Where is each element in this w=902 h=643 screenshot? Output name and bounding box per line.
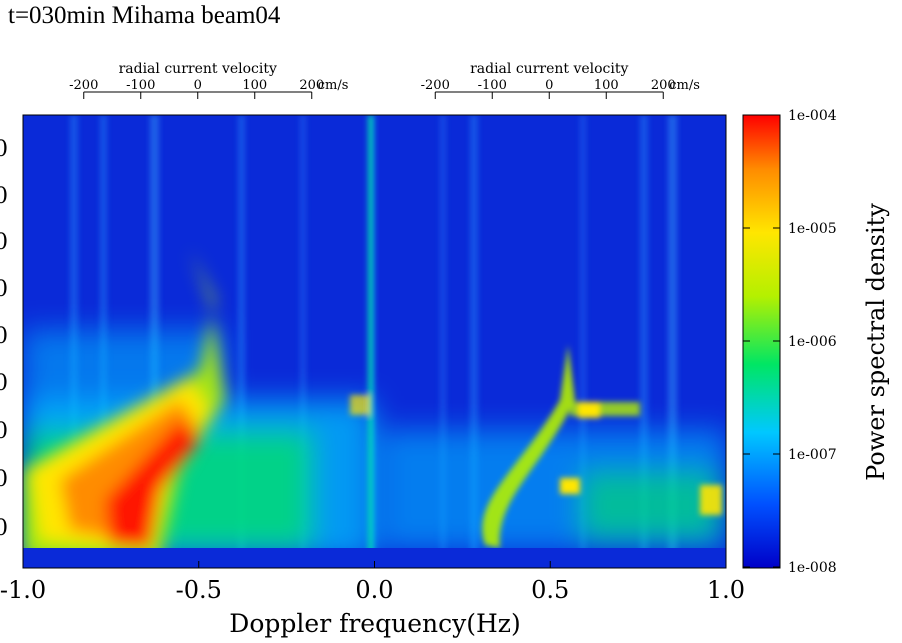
x-tick-label: 0.0: [355, 576, 393, 604]
velocity-tick-label: 100: [242, 78, 267, 93]
y-tick-label: 0: [0, 230, 8, 255]
x-tick-label: 0.5: [531, 576, 569, 604]
x-tick-label: -0.5: [176, 576, 222, 604]
velocity-tick-label: 0: [194, 78, 202, 93]
velocity-axis-unit: cm/s: [669, 78, 700, 93]
y-tick-label: 0: [0, 419, 8, 444]
negative-peak: [23, 250, 225, 560]
colorbar-tick-label: 1e-008: [788, 560, 837, 576]
x-axis: -1.0 -0.5 0.0 0.5 1.0: [0, 561, 745, 604]
x-tick-label: -1.0: [0, 576, 46, 604]
velocity-axis-label: radial current velocity: [119, 61, 277, 77]
colorbar-tick-label: 1e-005: [788, 221, 837, 237]
velocity-axis: -200 -100 0 100 200 radial current velocity cm…: [69, 61, 348, 99]
positive-peak: [482, 345, 722, 548]
velocity-tick-label: 200: [651, 78, 676, 93]
y-tick-label: 0: [0, 467, 8, 492]
x-axis-label: Doppler frequency(Hz): [229, 609, 520, 638]
x-tick-label: 1.0: [707, 576, 745, 604]
y-axis: 0 0 0 0 0 0 0 0 0: [0, 137, 8, 541]
y-tick-label: 0: [0, 184, 8, 209]
velocity-tick-label: -200: [69, 78, 98, 93]
velocity-tick-label: -100: [478, 78, 507, 93]
colorbar-label: Power spectral density: [862, 203, 890, 481]
y-tick-label: 0: [0, 371, 8, 396]
velocity-axis: -200 -100 0 100 200 radial current velocity cm…: [421, 61, 700, 99]
velocity-tick-label: 200: [299, 78, 324, 93]
y-tick-label: 0: [0, 277, 8, 302]
velocity-tick-label: -100: [126, 78, 155, 93]
y-tick-label: 0: [0, 324, 8, 349]
colorbar-tick-label: 1e-007: [788, 447, 837, 463]
velocity-tick-label: 100: [594, 78, 619, 93]
heatmap-area: [23, 115, 726, 568]
top-velocity-axes: -200 -100 0 100 200 radial current velocity cm…: [69, 61, 700, 99]
dc-line: [350, 115, 374, 560]
velocity-axis-label: radial current velocity: [470, 61, 628, 77]
velocity-tick-label: 0: [545, 78, 553, 93]
velocity-tick-label: -200: [421, 78, 450, 93]
colorbar-ticks: 1e-004 1e-005 1e-006 1e-007 1e-008: [743, 108, 837, 576]
velocity-axis-unit: cm/s: [318, 78, 349, 93]
colorbar-tick-label: 1e-004: [788, 108, 837, 124]
y-tick-label: 0: [0, 516, 8, 541]
chart-title: t=030min Mihama beam04: [8, 2, 281, 29]
colorbar-tick-label: 1e-006: [788, 334, 837, 350]
y-tick-label: 0: [0, 137, 8, 162]
